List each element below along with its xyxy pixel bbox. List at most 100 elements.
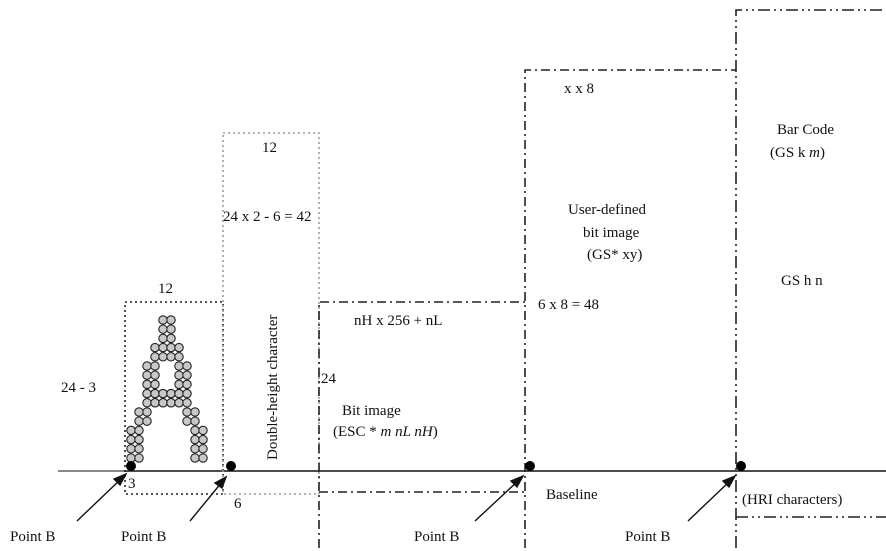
glyph-dot xyxy=(150,388,160,399)
glyph-dot xyxy=(142,379,152,390)
glyph-dot xyxy=(198,434,208,445)
double-height-descent-label: 6 xyxy=(234,496,242,512)
user-defined-name-line-2: bit image xyxy=(583,225,640,241)
glyph-dot xyxy=(182,388,192,399)
glyph-dot xyxy=(182,379,192,390)
user-defined-name-line-1: User-defined xyxy=(568,202,646,218)
glyph-dot xyxy=(174,370,184,380)
glyph-dot xyxy=(142,388,152,399)
glyph-dot xyxy=(158,315,168,325)
glyph-dot xyxy=(166,352,176,362)
glyph-dot xyxy=(190,407,200,417)
glyph-dot xyxy=(150,361,160,371)
glyph-dot xyxy=(142,398,152,408)
user-defined-width-label: x x 8 xyxy=(564,81,594,97)
glyph-dot xyxy=(142,416,152,426)
glyph-dot xyxy=(182,361,192,371)
point-b-label-1: Point B xyxy=(10,529,55,545)
glyph-dot xyxy=(150,352,160,362)
point-b-dot-3 xyxy=(525,461,535,471)
bit-image-command-prefix: (ESC * xyxy=(333,424,381,440)
char-width-label: 12 xyxy=(158,281,173,297)
point-b-label-3: Point B xyxy=(414,529,459,545)
glyph-dot xyxy=(174,342,184,353)
bar-code-command-arg: m xyxy=(809,145,820,161)
bar-code-command-prefix: (GS k xyxy=(770,145,809,161)
glyph-dot xyxy=(134,416,144,426)
glyph-dot xyxy=(126,425,136,436)
glyph-dot xyxy=(190,425,200,436)
glyph-dot xyxy=(158,342,168,353)
glyph-dot xyxy=(150,398,160,408)
glyph-dot xyxy=(126,434,136,445)
glyph-dot xyxy=(150,342,160,353)
glyph-letter-a xyxy=(126,315,208,463)
glyph-dot xyxy=(198,453,208,463)
bit-image-command: (ESC * m nL nH) xyxy=(333,424,438,440)
glyph-dot xyxy=(126,453,136,463)
char-height-label: 24 - 3 xyxy=(61,380,96,396)
bit-image-command-args: m nL nH xyxy=(381,424,434,440)
point-b-dot-1 xyxy=(126,461,136,471)
point-b-dot-2 xyxy=(226,461,236,471)
glyph-dot xyxy=(166,398,176,408)
glyph-dot xyxy=(134,425,144,436)
bit-image-command-suffix: ) xyxy=(433,424,438,440)
glyph-dot xyxy=(174,398,184,408)
bar-code-box xyxy=(735,9,886,548)
glyph-dot xyxy=(198,425,208,436)
glyph-dot xyxy=(166,315,176,325)
glyph-dot xyxy=(174,388,184,399)
point-b-label-4: Point B xyxy=(625,529,670,545)
user-defined-command: (GS* xy) xyxy=(587,247,642,263)
point-b-dot-4 xyxy=(736,461,746,471)
glyph-dot xyxy=(142,361,152,371)
glyph-dot xyxy=(190,416,200,426)
glyph-dot xyxy=(166,388,176,399)
glyph-dot xyxy=(190,453,200,463)
glyph-dot xyxy=(158,324,168,334)
glyph-dot xyxy=(134,434,144,445)
bar-code-height-label: GS h n xyxy=(781,273,823,289)
glyph-dot xyxy=(150,370,160,380)
point-b-label-2: Point B xyxy=(121,529,166,545)
bit-image-box xyxy=(318,301,525,548)
glyph-dot xyxy=(182,370,192,380)
glyph-dot xyxy=(158,333,168,344)
bar-code-command: (GS k m) xyxy=(770,145,825,161)
glyph-dot xyxy=(158,352,168,362)
bit-image-name: Bit image xyxy=(342,403,401,419)
glyph-dot xyxy=(134,453,144,463)
bar-code-command-suffix: ) xyxy=(820,145,825,161)
glyph-dot xyxy=(134,407,144,417)
bar-code-name: Bar Code xyxy=(777,122,834,138)
hri-label: (HRI characters) xyxy=(742,492,842,508)
glyph-dot xyxy=(182,416,192,426)
user-defined-height-label: 6 x 8 = 48 xyxy=(538,297,599,313)
glyph-dot xyxy=(134,444,144,454)
glyph-dot xyxy=(174,379,184,390)
char-descent-label: 3 xyxy=(128,476,136,492)
glyph-dot xyxy=(182,407,192,417)
glyph-dot xyxy=(174,361,184,371)
glyph-dot xyxy=(182,398,192,408)
user-defined-box xyxy=(524,69,736,548)
baseline-label: Baseline xyxy=(546,487,598,503)
glyph-dot xyxy=(166,342,176,353)
double-height-vertical-label: Double-height character xyxy=(265,315,281,460)
glyph-dot xyxy=(190,444,200,454)
glyph-dot xyxy=(158,388,168,399)
glyph-dot xyxy=(198,444,208,454)
glyph-dot xyxy=(166,333,176,344)
glyph-dot xyxy=(190,434,200,445)
double-height-width-label: 12 xyxy=(262,140,277,156)
glyph-dot xyxy=(142,407,152,417)
glyph-dot xyxy=(166,324,176,334)
glyph-dot xyxy=(150,379,160,390)
glyph-dot xyxy=(142,370,152,380)
bit-image-height-label: 24 xyxy=(321,371,337,387)
glyph-dot xyxy=(126,444,136,454)
point-b-arrows xyxy=(76,472,737,522)
glyph-dot xyxy=(174,352,184,362)
